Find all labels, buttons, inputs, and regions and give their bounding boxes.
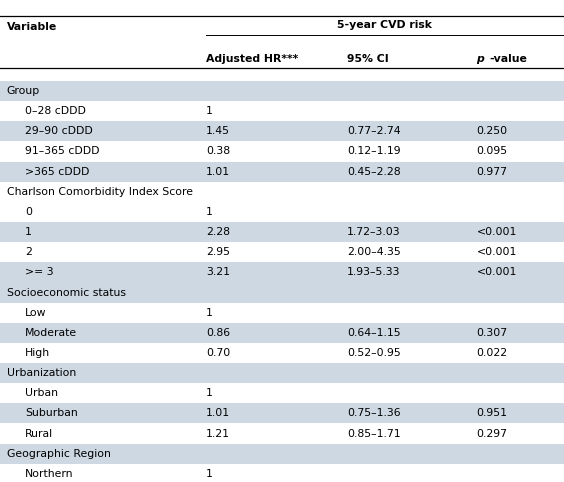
Text: 2: 2 bbox=[25, 247, 32, 257]
Text: 0.70: 0.70 bbox=[206, 348, 230, 358]
Text: 1.45: 1.45 bbox=[206, 126, 230, 136]
Text: 1: 1 bbox=[206, 388, 213, 398]
Text: 3.21: 3.21 bbox=[206, 268, 230, 277]
Text: High: High bbox=[25, 348, 50, 358]
Text: 0.38: 0.38 bbox=[206, 147, 230, 157]
Text: Adjusted HR***: Adjusted HR*** bbox=[206, 54, 298, 64]
Text: Rural: Rural bbox=[25, 428, 53, 439]
Bar bbox=[0, 222, 564, 242]
Text: Group: Group bbox=[7, 86, 40, 96]
Text: 1: 1 bbox=[206, 308, 213, 318]
Bar bbox=[0, 403, 564, 424]
Text: 1: 1 bbox=[206, 469, 213, 479]
Text: 0.52–0.95: 0.52–0.95 bbox=[347, 348, 400, 358]
Text: Socioeconomic status: Socioeconomic status bbox=[7, 288, 126, 297]
Text: <0.001: <0.001 bbox=[477, 247, 517, 257]
Text: Geographic Region: Geographic Region bbox=[7, 449, 111, 459]
Text: 0.951: 0.951 bbox=[477, 408, 508, 418]
Text: Northern: Northern bbox=[25, 469, 73, 479]
Text: 0.86: 0.86 bbox=[206, 328, 230, 338]
Bar bbox=[0, 282, 564, 303]
Text: 0: 0 bbox=[25, 207, 32, 217]
Text: 0.85–1.71: 0.85–1.71 bbox=[347, 428, 400, 439]
Text: 0.77–2.74: 0.77–2.74 bbox=[347, 126, 400, 136]
Bar bbox=[0, 443, 564, 464]
Text: 0.297: 0.297 bbox=[477, 428, 508, 439]
Text: 2.95: 2.95 bbox=[206, 247, 230, 257]
Text: 95% CI: 95% CI bbox=[347, 54, 389, 64]
Text: >365 cDDD: >365 cDDD bbox=[25, 167, 89, 176]
Text: 0.250: 0.250 bbox=[477, 126, 508, 136]
Text: -value: -value bbox=[489, 54, 527, 64]
Text: 0.12–1.19: 0.12–1.19 bbox=[347, 147, 400, 157]
Text: Moderate: Moderate bbox=[25, 328, 77, 338]
Bar bbox=[0, 363, 564, 383]
Text: 1: 1 bbox=[25, 227, 32, 237]
Text: 1.21: 1.21 bbox=[206, 428, 230, 439]
Text: 0.095: 0.095 bbox=[477, 147, 508, 157]
Text: Suburban: Suburban bbox=[25, 408, 78, 418]
Text: 1.01: 1.01 bbox=[206, 408, 230, 418]
Text: Urban: Urban bbox=[25, 388, 58, 398]
Text: 0.45–2.28: 0.45–2.28 bbox=[347, 167, 400, 176]
Text: 0.307: 0.307 bbox=[477, 328, 508, 338]
Text: Charlson Comorbidity Index Score: Charlson Comorbidity Index Score bbox=[7, 187, 193, 197]
Text: 1: 1 bbox=[206, 207, 213, 217]
Text: 1.93–5.33: 1.93–5.33 bbox=[347, 268, 400, 277]
Text: 0.75–1.36: 0.75–1.36 bbox=[347, 408, 400, 418]
Text: 1.72–3.03: 1.72–3.03 bbox=[347, 227, 400, 237]
Text: 2.00–4.35: 2.00–4.35 bbox=[347, 247, 400, 257]
Bar bbox=[0, 121, 564, 141]
Text: 2.28: 2.28 bbox=[206, 227, 230, 237]
Text: <0.001: <0.001 bbox=[477, 227, 517, 237]
Bar bbox=[0, 323, 564, 343]
Text: Variable: Variable bbox=[7, 22, 57, 32]
Text: >= 3: >= 3 bbox=[25, 268, 54, 277]
Text: 0–28 cDDD: 0–28 cDDD bbox=[25, 106, 86, 116]
Text: 0.022: 0.022 bbox=[477, 348, 508, 358]
Text: <0.001: <0.001 bbox=[477, 268, 517, 277]
Text: 1.01: 1.01 bbox=[206, 167, 230, 176]
Text: 29–90 cDDD: 29–90 cDDD bbox=[25, 126, 92, 136]
Text: 5-year CVD risk: 5-year CVD risk bbox=[337, 20, 433, 30]
Text: Low: Low bbox=[25, 308, 46, 318]
Text: 0.977: 0.977 bbox=[477, 167, 508, 176]
Bar bbox=[0, 81, 564, 101]
Text: 0.64–1.15: 0.64–1.15 bbox=[347, 328, 400, 338]
Text: 1: 1 bbox=[206, 106, 213, 116]
Text: 91–365 cDDD: 91–365 cDDD bbox=[25, 147, 99, 157]
Bar bbox=[0, 262, 564, 282]
Bar bbox=[0, 161, 564, 182]
Text: p: p bbox=[477, 54, 484, 64]
Text: Urbanization: Urbanization bbox=[7, 368, 76, 378]
